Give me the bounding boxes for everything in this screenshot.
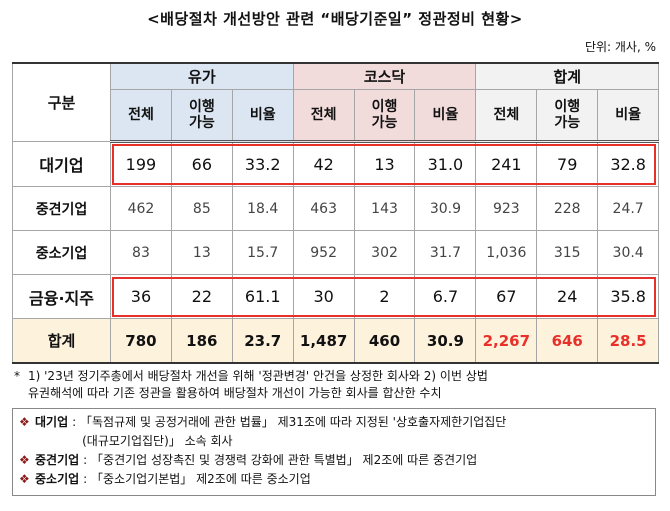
bullet-icon: ❖ [19, 472, 30, 486]
footnote-line: 유권해석에 따라 기존 정관을 활용하여 배당절차 개선이 가능한 회사를 합산… [28, 386, 442, 400]
cell: 31.7 [414, 230, 477, 275]
cell: 28.5 [597, 318, 660, 364]
cell: 30.4 [597, 230, 660, 275]
subheader: 전체 [110, 89, 172, 143]
definition: ❖ 중견기업: 「중견기업 성장촉진 및 경쟁력 강화에 관한 특별법」 제2조에… [19, 451, 655, 470]
cell: 462 [110, 186, 172, 231]
bullet-icon: ❖ [19, 453, 30, 467]
group-header: 합계 [475, 62, 660, 90]
definition: ❖ 중소기업: 「중소기업기본법」 제2조에 따른 중소기업 [19, 470, 655, 489]
cell: 199 [110, 141, 172, 187]
definition-text: : 「중소기업기본법」 제2조에 따른 중소기업 [83, 470, 655, 489]
subheader: 이행 가능 [170, 89, 233, 143]
title: <배당절차 개선방안 관련 “배당기준일” 정관정비 현황> [147, 10, 523, 28]
cell: 32.8 [597, 141, 660, 187]
cell: 33.2 [231, 141, 294, 187]
definition-term: 중견기업 [35, 453, 80, 467]
cell: 23.7 [231, 318, 294, 364]
cell: 2 [353, 274, 416, 319]
cell: 15.7 [231, 230, 294, 275]
cell: 6.7 [414, 274, 477, 319]
status-table: 구분 유가 코스닥 합계 전체 이행 가능 비율 전체 이행 가능 비율 전체 이행 가능 비율 대기업 1… [12, 62, 660, 364]
cell: 228 [536, 186, 599, 231]
definitions-box: ❖ 대기업: 「독점규제 및 공정거래에 관한 법률」 제31조에 따라 지정된 … [12, 408, 656, 496]
cell: 923 [475, 186, 538, 231]
cell: 31.0 [414, 141, 477, 187]
data-row: 대기업 199 66 33.2 42 13 31.0 241 79 32.8 [12, 141, 660, 187]
definition-text: : 「중견기업 성장촉진 및 경쟁력 강화에 관한 특별법」 제2조에 따른 중… [83, 451, 655, 470]
cell: 13 [170, 230, 233, 275]
definition-line: : 「중견기업 성장촉진 및 경쟁력 강화에 관한 특별법」 제2조에 따른 중… [83, 453, 478, 467]
definition-line: (대규모기업집단)」 소속 회사 [82, 434, 233, 448]
cell: 61.1 [231, 274, 294, 319]
group-header: 유가 [110, 62, 294, 90]
cell: 780 [110, 318, 172, 364]
group-header: 코스닥 [292, 62, 477, 90]
cell: 18.4 [231, 186, 294, 231]
cell: 79 [536, 141, 599, 187]
data-row: 중견기업 462 85 18.4 463 143 30.9 923 228 24.7 [12, 186, 660, 231]
cell: 83 [110, 230, 172, 275]
data-row: 금융·지주 36 22 61.1 30 2 6.7 67 24 35.8 [12, 274, 660, 319]
cell: 315 [536, 230, 599, 275]
cell: 30.9 [414, 186, 477, 231]
definition-line: : 「독점규제 및 공정거래에 관한 법률」 제31조에 따라 지정된 '상호출… [72, 415, 507, 429]
subheader: 비율 [597, 89, 660, 143]
definition: ❖ 대기업: 「독점규제 및 공정거래에 관한 법률」 제31조에 따라 지정된 … [19, 413, 655, 451]
cell: 36 [110, 274, 172, 319]
subheader: 전체 [292, 89, 355, 143]
definition-text: : 「독점규제 및 공정거래에 관한 법률」 제31조에 따라 지정된 '상호출… [72, 413, 655, 451]
row-label: 대기업 [12, 141, 111, 187]
cell: 463 [292, 186, 355, 231]
subheader: 이행 가능 [536, 89, 599, 143]
cell: 460 [353, 318, 416, 364]
cell: 85 [170, 186, 233, 231]
footnote: * 1) '23년 정기주총에서 배당절차 개선을 위해 '정관변경' 안건을 상… [14, 368, 664, 402]
total-row: 합계 780 186 23.7 1,487 460 30.9 2,267 646 28.5 [12, 318, 660, 364]
cell: 1,487 [292, 318, 355, 364]
row-label: 중견기업 [12, 186, 111, 231]
cell: 143 [353, 186, 416, 231]
cell: 67 [475, 274, 538, 319]
data-row: 중소기업 83 13 15.7 952 302 31.7 1,036 315 30.4 [12, 230, 660, 275]
cell: 186 [170, 318, 233, 364]
row-label: 중소기업 [12, 230, 111, 275]
cell: 30.9 [414, 318, 477, 364]
unit: 단위: 개사, % [584, 40, 656, 54]
definition-term: 대기업 [35, 415, 69, 429]
subheader: 비율 [414, 89, 477, 143]
bullet-icon: ❖ [19, 415, 30, 429]
cell: 24 [536, 274, 599, 319]
cell: 13 [353, 141, 416, 187]
definition-term: 중소기업 [35, 472, 80, 486]
cell: 302 [353, 230, 416, 275]
subheader: 비율 [231, 89, 294, 143]
cell: 42 [292, 141, 355, 187]
definition-line: : 「중소기업기본법」 제2조에 따른 중소기업 [83, 472, 311, 486]
cell: 241 [475, 141, 538, 187]
footnote-line: 1) '23년 정기주총에서 배당절차 개선을 위해 '정관변경' 안건을 상정… [28, 369, 488, 383]
cell: 66 [170, 141, 233, 187]
footnote-mark: * [14, 369, 20, 383]
cell: 2,267 [475, 318, 538, 364]
cell: 1,036 [475, 230, 538, 275]
cell: 35.8 [597, 274, 660, 319]
corner-header: 구분 [12, 62, 111, 142]
subheader: 전체 [475, 89, 538, 143]
cell: 22 [170, 274, 233, 319]
cell: 30 [292, 274, 355, 319]
cell: 952 [292, 230, 355, 275]
row-label: 금융·지주 [12, 274, 111, 319]
subheader-row: 전체 이행 가능 비율 전체 이행 가능 비율 전체 이행 가능 비율 [13, 89, 660, 143]
row-label: 합계 [12, 318, 111, 364]
subheader: 이행 가능 [353, 89, 416, 143]
header-row: 구분 유가 코스닥 합계 [12, 62, 660, 142]
cell: 24.7 [597, 186, 660, 231]
cell: 646 [536, 318, 599, 364]
